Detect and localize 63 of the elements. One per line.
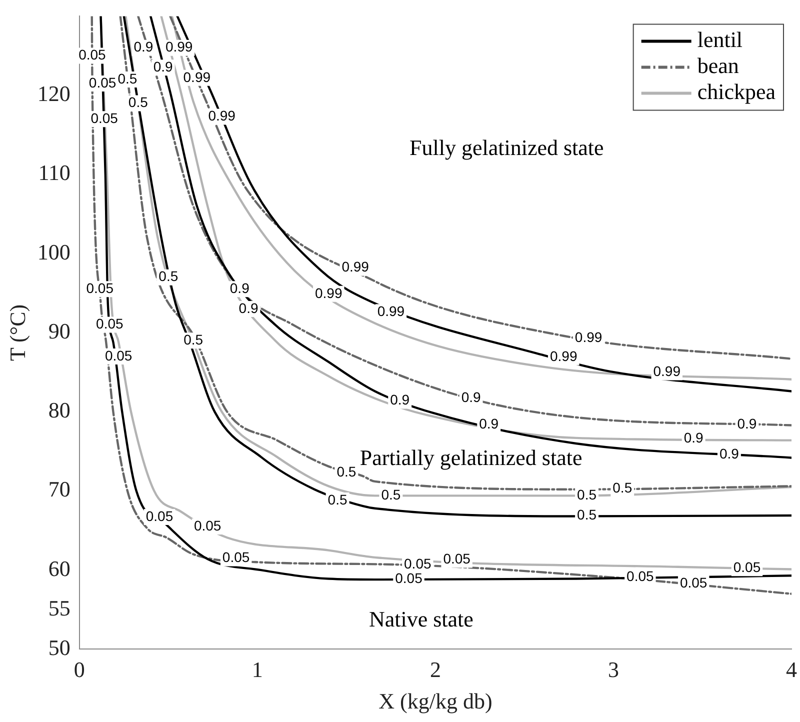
annotation: 0.05 [90,110,118,126]
annotation: 0.99 [342,258,370,275]
annotation: 0.05 [733,558,761,575]
annotation: 0.5 [118,70,138,86]
annotation: Partially gelatinized state [360,445,582,470]
annotation: 0.9 [479,415,499,432]
legend-label: bean [697,52,739,78]
annotation: 0.99 [315,284,342,301]
y-tick-label: 120 [37,81,70,106]
x-tick-label: 4 [786,657,797,682]
annotation: 0.05 [404,555,432,572]
x-tick-label: 1 [252,657,263,682]
y-tick-label: 80 [48,398,70,423]
annotation: 0.99 [550,348,578,364]
annotation: 0.9 [153,58,174,74]
y-axis-title: T (°C) [4,304,30,362]
x-tick-label: 0 [74,657,85,682]
y-tick-label: 70 [48,476,70,502]
y-tick-label: 60 [48,556,70,581]
annotation: 0.9 [684,430,704,446]
annotation: 0.5 [612,479,632,496]
annotation: 0.05 [222,549,250,566]
annotation: 0.05 [680,574,708,590]
y-tick-label: 110 [38,160,70,186]
x-axis-title: X (kg/kg db) [378,688,492,714]
annotation: 0.99 [574,329,602,346]
annotation: 0.5 [381,486,401,503]
annotation: 0.5 [158,268,178,284]
annotation: 0.05 [88,74,116,90]
annotation: 0.9 [737,415,757,432]
annotation: 0.5 [577,506,597,522]
annotation: 0.05 [96,316,124,332]
annotation: Native state [368,606,474,632]
annotation: 0.9 [238,300,258,316]
legend-label: lentil [697,26,743,52]
x-tick-label: 3 [608,657,619,682]
y-tick-label: 100 [37,239,70,264]
annotation: 0.9 [390,392,410,408]
annotation: 0.5 [577,486,597,503]
annotation: 0.5 [328,491,348,508]
annotation: 0.05 [395,570,423,586]
annotation: 0.9 [719,445,740,462]
annotation: Fully gelatinized state [410,134,604,160]
annotation: 0.05 [626,568,654,584]
x-tick-label: 2 [430,657,441,682]
annotation: 0.99 [208,108,236,124]
y-tick-label: 50 [48,634,70,660]
annotation: 0.99 [653,363,681,380]
annotation: 0.05 [443,550,471,567]
annotation: 0.05 [194,517,222,534]
y-tick-label: 90 [48,318,70,344]
y-tick-label: 55 [48,595,70,620]
annotation: 0.9 [134,38,154,55]
annotation: 0.5 [128,94,148,110]
annotation: 0.05 [78,46,106,63]
annotation: 0.99 [165,38,193,55]
annotation: 0.99 [183,68,211,85]
legend-label: chickpea [697,78,776,104]
annotation: 0.05 [146,508,174,524]
annotation: 0.5 [336,464,356,480]
annotation: 0.05 [104,347,132,364]
annotation: 0.05 [86,280,114,296]
annotation: 0.99 [377,302,405,319]
